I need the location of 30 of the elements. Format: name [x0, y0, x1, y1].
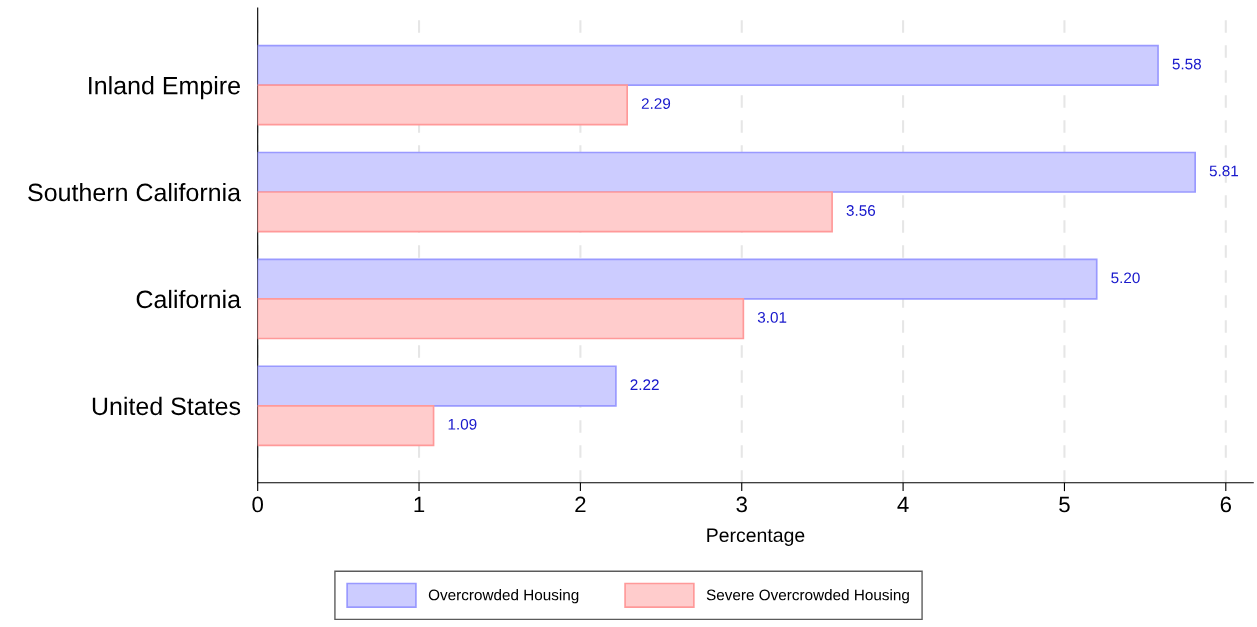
- data-label: 5.20: [1111, 272, 1140, 284]
- data-label: 3.56: [846, 205, 876, 216]
- legend-label: Overcrowded Housing: [428, 589, 579, 604]
- x-tick-label: 6: [1220, 496, 1231, 513]
- x-tick-label: 0: [252, 496, 263, 513]
- x-tick-label: 5: [1059, 496, 1070, 513]
- legend-label: Severe Overcrowded Housing: [706, 589, 909, 604]
- bar: [257, 404, 435, 447]
- data-label: 5.81: [1209, 165, 1239, 177]
- data-label: 2.22: [630, 379, 659, 390]
- x-tick-label: 4: [897, 496, 909, 513]
- y-tick-label: Inland Empire: [89, 76, 240, 100]
- bar: [257, 44, 1159, 86]
- bar: [257, 191, 833, 233]
- y-tick-label: California: [136, 289, 242, 309]
- x-tick-label: 3: [736, 496, 747, 513]
- x-tick-label: 2: [575, 496, 586, 513]
- bar: [257, 258, 1098, 300]
- bar: [257, 365, 617, 407]
- bar: [257, 84, 629, 126]
- y-tick-label: United States: [92, 396, 241, 416]
- data-label: 1.09: [448, 418, 477, 430]
- y-tick-label: Southern California: [28, 182, 242, 202]
- x-tick-label: 1: [414, 496, 425, 513]
- x-axis-title: Percentage: [707, 528, 805, 546]
- bar: [257, 151, 1196, 193]
- bar: [257, 298, 745, 340]
- data-label: 5.58: [1172, 58, 1201, 70]
- data-label: 3.01: [757, 311, 787, 323]
- data-label: 2.29: [641, 98, 671, 109]
